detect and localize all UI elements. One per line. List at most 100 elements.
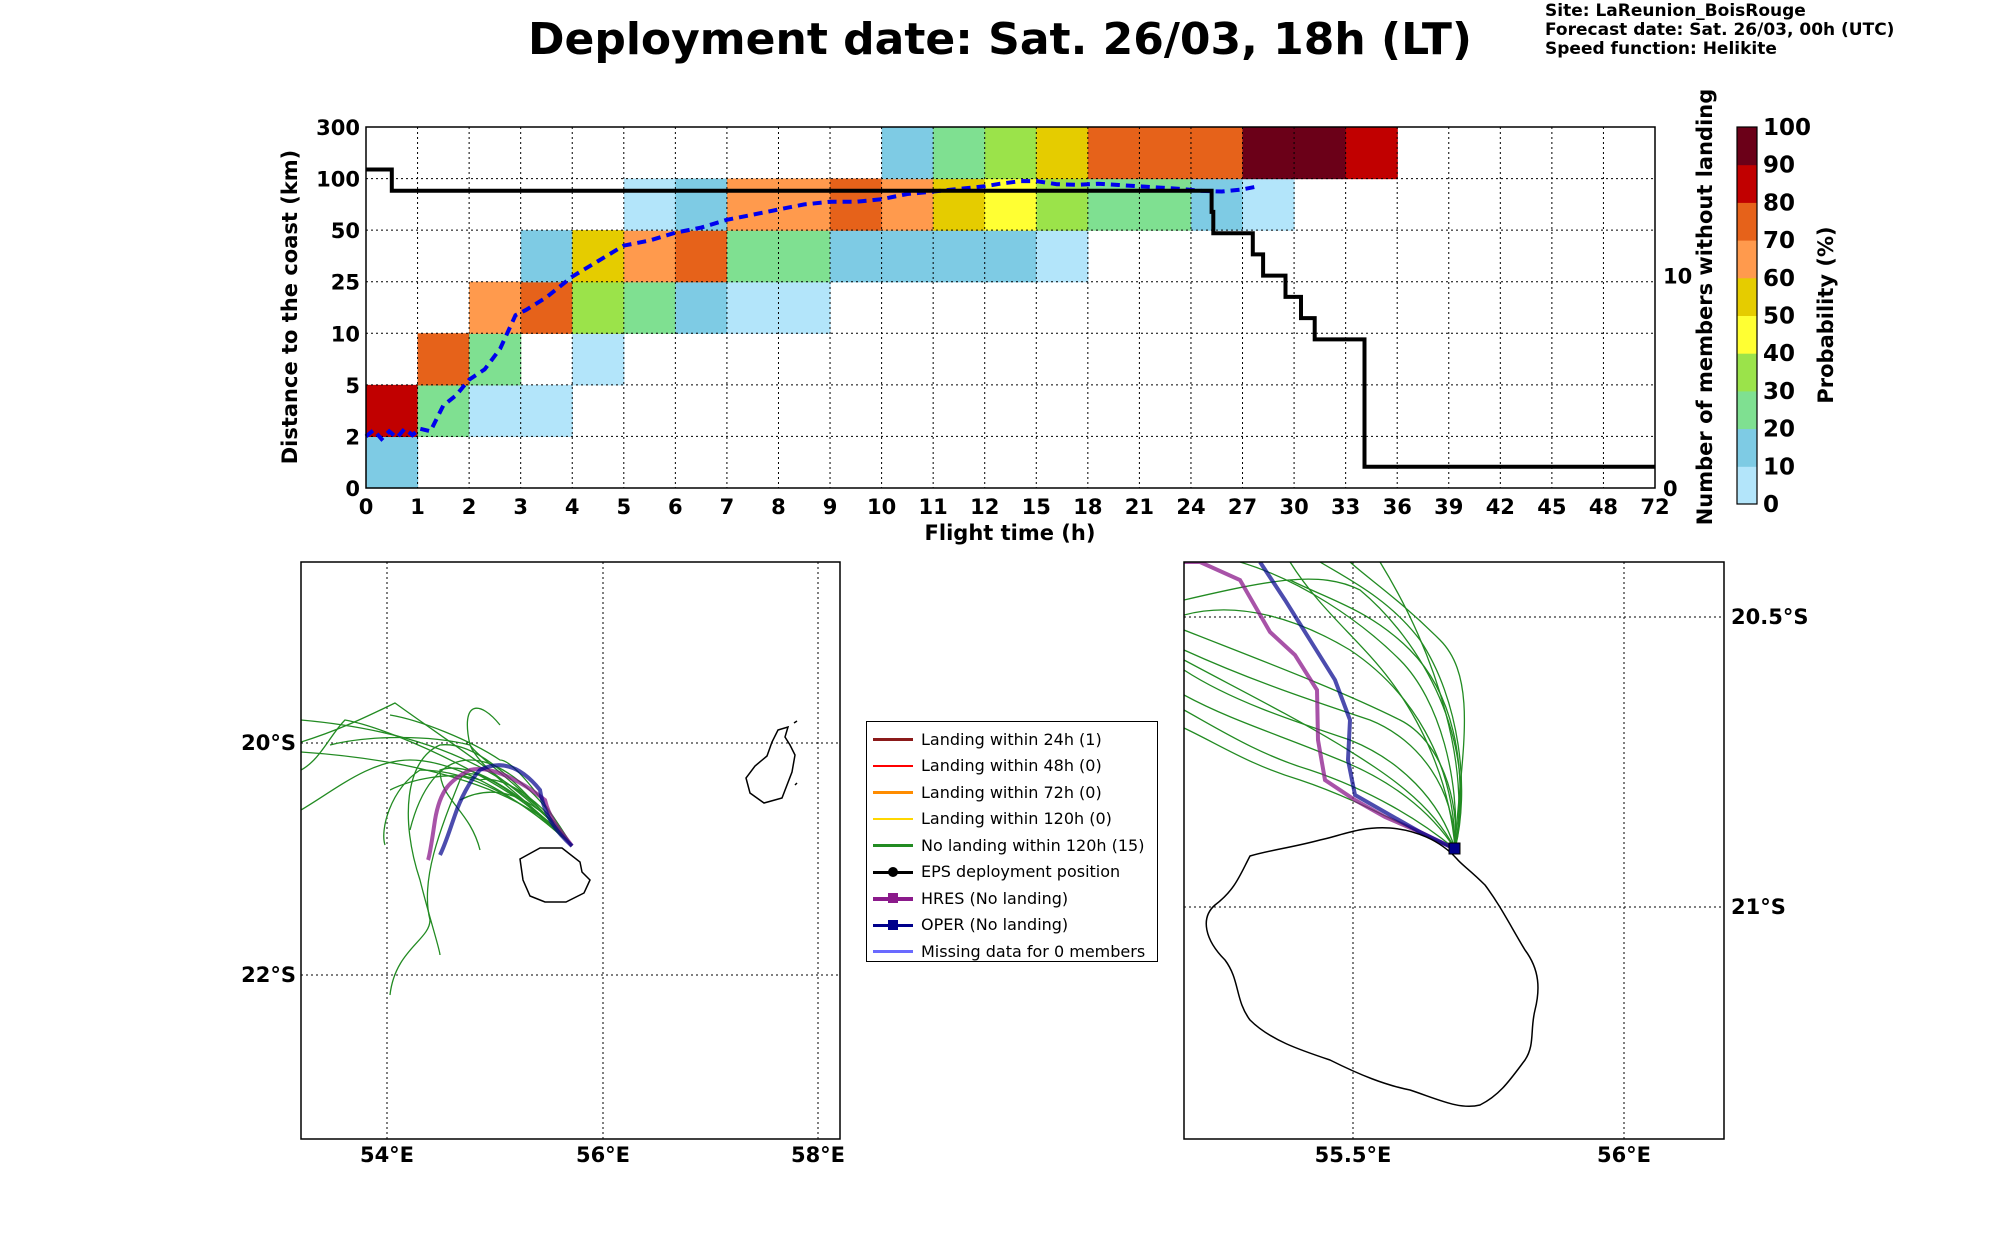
heatmap-cell: [1036, 127, 1089, 180]
heatmap-cell: [675, 230, 728, 283]
x-axis-label: Flight time (h): [925, 521, 1096, 545]
heatmap-cell: [881, 230, 934, 283]
member-track: [383, 769, 573, 847]
heatmap-lines: [364, 167, 1655, 469]
map-left-member-tracks: [301, 702, 573, 996]
heatmap-cell: [469, 333, 522, 386]
heatmap-cell: [675, 281, 728, 334]
x-tick-label: 4: [565, 495, 580, 519]
x-tick-label: 0: [359, 495, 374, 519]
colorbar-tick-label: 80: [1763, 190, 1795, 216]
map-right-y-tick: 21°S: [1731, 895, 1786, 919]
map-right-x-tick: 56°E: [1597, 1143, 1651, 1167]
map-left-reunion-coast: [519, 847, 591, 903]
heatmap-cell: [469, 384, 522, 438]
legend-item: Landing within 72h (0): [873, 779, 1157, 806]
member-track: [1184, 629, 1457, 850]
heatmap-cell: [469, 281, 522, 334]
x-tick-label: 9: [823, 495, 838, 519]
colorbar-cells: [1737, 127, 1757, 505]
heatmap-cell: [675, 178, 728, 231]
legend-label: OPER (No landing): [921, 915, 1069, 935]
colorbar-tick-labels: 0 10 20 30 40 50 60 70 80 90 100: [1763, 115, 1811, 518]
member-track: [1289, 562, 1456, 850]
y-tick-label: 25: [331, 271, 360, 295]
heatmap-cell: [881, 178, 934, 231]
legend-item: OPER (No landing): [873, 912, 1157, 939]
heatmap-cell: [726, 230, 780, 283]
colorbar-cell: [1737, 277, 1757, 316]
colorbar-tick-label: 30: [1763, 379, 1795, 405]
colorbar-tick-label: 60: [1763, 266, 1795, 292]
deployment-position-marker: [1448, 842, 1461, 855]
x-tick-label: 24: [1176, 495, 1205, 519]
member-track: [1349, 562, 1466, 850]
map-right: 55.5°E 56°E 20.5°S 21°S: [1183, 561, 1809, 1167]
x-tick-label: 1: [410, 495, 425, 519]
map-left-x-tick: 56°E: [576, 1143, 630, 1167]
legend-swatch: [873, 838, 913, 852]
member-track: [466, 707, 573, 847]
member-track: [1184, 694, 1456, 850]
colorbar-tick-label: 50: [1763, 304, 1795, 330]
heatmap-cell: [726, 178, 780, 231]
heatmap-cell: [520, 384, 573, 438]
colorbar-tick-label: 20: [1763, 417, 1795, 443]
heatmap-cell: [830, 230, 883, 283]
map-right-frame: [1183, 561, 1725, 1140]
legend-swatch: [873, 918, 913, 932]
legend-swatch: [873, 732, 913, 746]
heatmap-cells: [366, 127, 1398, 489]
map-right-tick-labels: 55.5°E 56°E 20.5°S 21°S: [1315, 605, 1809, 1167]
y-tick-label: 0: [345, 477, 360, 501]
map-right-reunion-coast: [1205, 827, 1539, 1108]
x-tick-label: 45: [1537, 495, 1566, 519]
legend-item: EPS deployment position: [873, 859, 1157, 886]
x-tick-label: 6: [668, 495, 683, 519]
heatmap-cell: [984, 127, 1037, 180]
x-tick-label: 30: [1279, 495, 1308, 519]
x-tick-label: 10: [867, 495, 896, 519]
colorbar-tick-label: 40: [1763, 341, 1795, 367]
map-right-content: [1184, 562, 1724, 1139]
y-tick-label: 5: [345, 374, 360, 398]
map-right-oper-track: [1258, 562, 1456, 851]
heatmap-cell: [1139, 127, 1192, 180]
map-left-hres-track: [426, 767, 574, 861]
x-tick-label: 33: [1331, 495, 1360, 519]
y-tick-label: 300: [316, 116, 360, 140]
y-tick-label: 50: [331, 219, 360, 243]
member-track: [1239, 562, 1457, 850]
map-left-oper-track: [438, 763, 574, 856]
member-track: [1289, 579, 1461, 850]
map-right-y-tick: 20.5°S: [1731, 605, 1808, 629]
heatmap-cell: [933, 127, 986, 180]
right-tick-labels: 0 10: [1663, 265, 1692, 501]
heatmap-cell: [1087, 127, 1140, 180]
map-left-mauritius-coast: [745, 725, 796, 804]
colorbar-tick-label: 10: [1763, 454, 1795, 480]
heatmap-cell: [417, 333, 470, 386]
colorbar-tick-label: 0: [1763, 492, 1779, 518]
heatmap-grid: [366, 127, 1655, 488]
heatmap-cell: [1294, 127, 1347, 180]
legend-item: Landing within 24h (1): [873, 726, 1157, 753]
map-left-content: [301, 562, 840, 1139]
y-tick-label: 2: [345, 425, 360, 449]
member-track: [1184, 709, 1456, 850]
member-track: [1184, 649, 1456, 850]
heatmap-cell: [830, 178, 883, 231]
legend-swatch: [873, 944, 913, 958]
legend-label: HRES (No landing): [921, 888, 1069, 908]
x-tick-label: 11: [919, 495, 948, 519]
member-track: [1184, 659, 1456, 850]
x-tick-label: 48: [1589, 495, 1618, 519]
heatmap-cell: [726, 281, 780, 334]
colorbar-cell: [1737, 164, 1757, 203]
heatmap-cell: [623, 178, 676, 231]
legend-swatch: [873, 812, 913, 826]
legend-swatch: [873, 759, 913, 773]
colorbar-tick-label: 70: [1763, 228, 1795, 254]
map-left-y-tick: 20°S: [241, 731, 296, 755]
